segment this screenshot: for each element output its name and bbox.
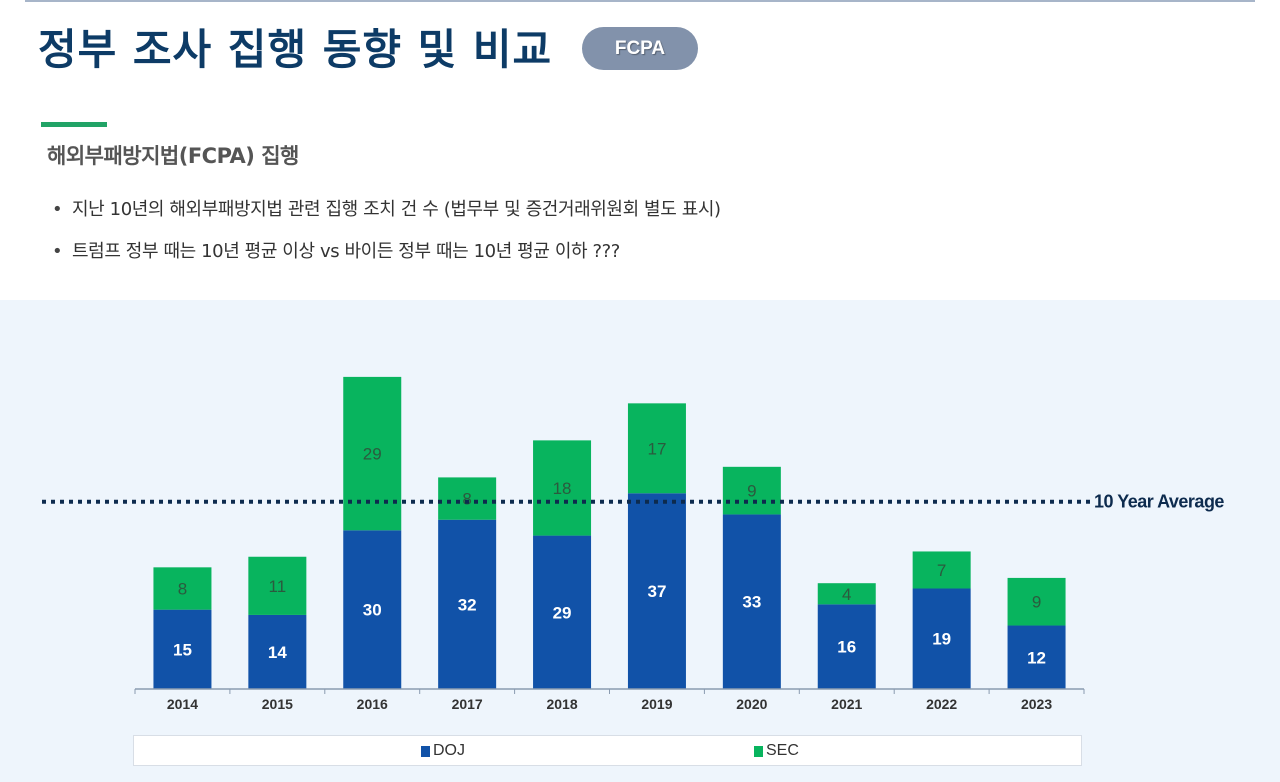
data-label-sec-2022: 7	[937, 561, 946, 580]
x-axis: 2014 2015 2016 2017 2018 2019 2020 2021 2022 2023	[134, 688, 1085, 712]
bar-sec-2014	[153, 567, 212, 610]
bar-doj-2022	[912, 588, 971, 689]
bar-doj-2018	[533, 535, 592, 689]
x-tick-label-2014: 2014	[167, 696, 198, 712]
x-tick-label-2017: 2017	[452, 696, 483, 712]
bars-group: 15 8 14 11 30 29 32 8 29 18 37 17 33 9 16 4 19 7 12 9	[153, 376, 1066, 689]
data-label-doj-2018: 29	[553, 603, 572, 622]
data-label-sec-2016: 29	[363, 445, 382, 464]
legend-label-doj: DOJ	[433, 742, 465, 759]
x-tick-label-2020: 2020	[736, 696, 767, 712]
data-label-doj-2019: 37	[647, 582, 666, 601]
legend-swatch-doj	[421, 745, 430, 757]
data-label-doj-2020: 33	[742, 593, 761, 612]
bullet-list: • 지난 10년의 해외부패방지법 관련 집행 조치 건 수 (법무부 및 증건거…	[52, 196, 721, 280]
bullet-item: • 트럼프 정부 때는 10년 평균 이상 vs 바이든 정부 때는 10년 평균…	[52, 238, 721, 280]
legend-label-sec: SEC	[766, 742, 799, 759]
data-label-sec-2017: 8	[462, 490, 471, 509]
bar-doj-2014	[153, 609, 212, 689]
bar-sec-2023	[1007, 577, 1066, 626]
bullet-icon: •	[52, 199, 63, 220]
data-label-doj-2015: 14	[268, 643, 287, 662]
bar-sec-2017	[438, 477, 497, 520]
bar-sec-2020	[722, 466, 781, 515]
bar-doj-2023	[1007, 625, 1066, 689]
data-label-doj-2017: 32	[458, 595, 477, 614]
data-label-sec-2020: 9	[747, 482, 756, 501]
bar-doj-2019	[627, 493, 686, 689]
section-subtitle: 해외부패방지법(FCPA) 집행	[47, 144, 299, 168]
data-label-sec-2018: 18	[553, 479, 572, 498]
top-rule	[25, 0, 1255, 2]
bullet-item: • 지난 10년의 해외부패방지법 관련 집행 조치 건 수 (법무부 및 증건거…	[52, 196, 721, 238]
data-label-sec-2014: 8	[178, 579, 187, 598]
bar-doj-2020	[722, 514, 781, 689]
bar-doj-2016	[343, 530, 402, 689]
bar-sec-2018	[533, 440, 592, 536]
x-tick-label-2022: 2022	[926, 696, 957, 712]
legend-item-sec: SEC	[754, 742, 799, 760]
x-tick-label-2023: 2023	[1021, 696, 1052, 712]
bullet-icon: •	[52, 241, 63, 262]
data-label-sec-2023: 9	[1032, 593, 1041, 612]
average-line-group: 10 Year Average	[42, 492, 1225, 512]
fcpa-badge: FCPA	[582, 27, 698, 70]
bullet-text: 지난 10년의 해외부패방지법 관련 집행 조치 건 수 (법무부 및 증건거래…	[72, 199, 721, 220]
legend-swatch-sec	[754, 745, 763, 757]
data-label-doj-2016: 30	[363, 601, 382, 620]
data-label-doj-2014: 15	[173, 640, 192, 659]
average-line-label: 10 Year Average	[1094, 492, 1224, 512]
bar-doj-2015	[248, 614, 307, 689]
x-tick-label-2016: 2016	[357, 696, 388, 712]
x-tick-label-2019: 2019	[641, 696, 672, 712]
bar-sec-2019	[627, 403, 686, 494]
bullet-text: 트럼프 정부 때는 10년 평균 이상 vs 바이든 정부 때는 10년 평균 …	[72, 241, 620, 262]
bar-doj-2017	[438, 519, 497, 689]
page-title: 정부 조사 집행 동향 및 비교	[38, 25, 553, 74]
data-label-doj-2021: 16	[837, 638, 856, 657]
data-label-doj-2022: 19	[932, 630, 951, 649]
x-tick-label-2015: 2015	[262, 696, 293, 712]
bar-sec-2021	[817, 583, 876, 605]
data-label-sec-2019: 17	[647, 439, 666, 458]
legend: DOJ SEC	[133, 735, 1082, 766]
x-tick-label-2021: 2021	[831, 696, 862, 712]
bar-sec-2022	[912, 551, 971, 589]
data-label-doj-2023: 12	[1027, 648, 1046, 667]
x-tick-label-2018: 2018	[546, 696, 577, 712]
bar-doj-2021	[817, 604, 876, 689]
bar-sec-2015	[248, 556, 307, 615]
data-label-sec-2015: 11	[269, 577, 287, 596]
data-label-sec-2021: 4	[842, 585, 851, 604]
section-accent-bar	[41, 122, 107, 127]
legend-item-doj: DOJ	[421, 742, 465, 760]
bar-sec-2016	[343, 376, 402, 531]
